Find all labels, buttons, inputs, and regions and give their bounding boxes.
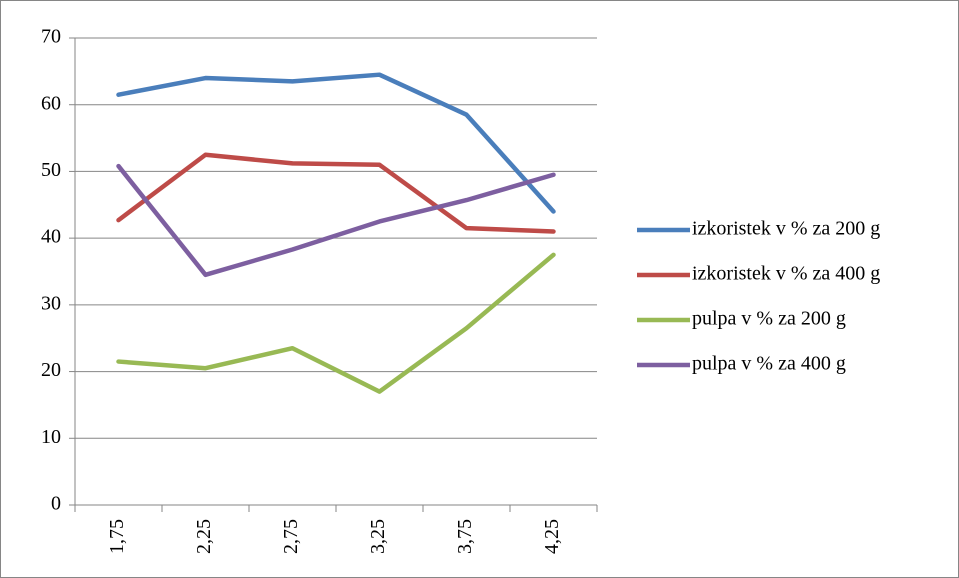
series-line: [116, 163, 556, 278]
series-line: [116, 252, 556, 394]
legend-label: izkoristek v % za 400 g: [692, 263, 880, 285]
x-tick-label: 3,75: [454, 519, 476, 554]
y-tick-label: 30: [41, 292, 61, 314]
series-line: [116, 72, 556, 214]
legend-label: pulpa v % za 400 g: [692, 353, 846, 375]
legend-label: izkoristek v % za 200 g: [692, 218, 880, 240]
y-tick-label: 20: [41, 359, 61, 381]
y-tick-label: 50: [41, 159, 61, 181]
x-tick-label: 3,25: [367, 519, 389, 554]
legend-label: pulpa v % za 200 g: [692, 308, 846, 330]
y-tick-label: 70: [41, 26, 61, 48]
y-tick-label: 60: [41, 92, 61, 114]
x-tick-label: 4,25: [541, 519, 563, 554]
series-line: [116, 152, 556, 234]
x-tick-label: 1,75: [106, 519, 128, 554]
y-tick-label: 40: [41, 226, 61, 248]
y-tick-label: 0: [51, 493, 61, 515]
x-tick-label: 2,25: [193, 519, 215, 554]
x-tick-label: 2,75: [280, 519, 302, 554]
y-tick-label: 10: [41, 426, 61, 448]
